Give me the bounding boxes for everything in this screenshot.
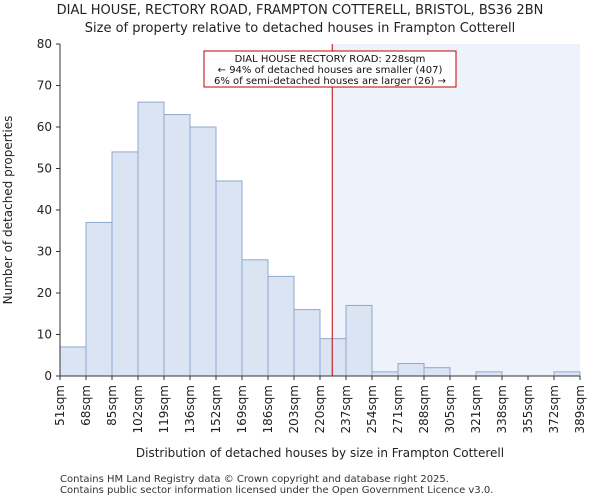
x-tick-label: 169sqm [235, 385, 249, 433]
annotation-line: DIAL HOUSE RECTORY ROAD: 228sqm [235, 54, 426, 65]
annotation-line: 6% of semi-detached houses are larger (2… [214, 76, 446, 87]
x-tick-label: 85sqm [105, 385, 119, 426]
bar [189, 126, 217, 377]
bar [215, 180, 243, 377]
x-tick-label: 102sqm [131, 385, 145, 433]
x-tick-label: 355sqm [521, 385, 535, 433]
y-tick-label: 40 [37, 203, 52, 217]
bar [319, 338, 347, 377]
bar [475, 371, 503, 377]
x-tick-label: 220sqm [313, 385, 327, 433]
x-tick-label: 271sqm [391, 385, 405, 433]
bar [423, 367, 451, 377]
bar [267, 275, 295, 377]
y-axis-title: Number of detached properties [1, 116, 15, 305]
x-tick-label: 203sqm [287, 385, 301, 433]
x-axis-title: Distribution of detached houses by size … [136, 446, 504, 460]
bar [163, 114, 191, 377]
x-tick-label: 305sqm [443, 385, 457, 433]
annotation-line: ← 94% of detached houses are smaller (40… [218, 65, 443, 76]
x-tick-label: 186sqm [261, 385, 275, 433]
footer-line-2: Contains public sector information licen… [60, 485, 494, 496]
y-tick-label: 0 [44, 369, 52, 383]
y-tick-label: 10 [37, 328, 52, 342]
bar [553, 371, 581, 377]
bar [293, 309, 321, 377]
y-tick-label: 60 [37, 120, 52, 134]
y-tick-label: 70 [37, 79, 52, 93]
bar [397, 363, 425, 377]
y-tick-label: 80 [37, 37, 52, 51]
bar [345, 304, 373, 377]
y-tick-label: 50 [37, 162, 52, 176]
y-tick-label: 20 [37, 286, 52, 300]
x-tick-label: 152sqm [209, 385, 223, 433]
chart-title: DIAL HOUSE, RECTORY ROAD, FRAMPTON COTTE… [56, 3, 544, 18]
x-tick-label: 288sqm [417, 385, 431, 433]
x-tick-label: 136sqm [183, 385, 197, 433]
x-tick-label: 321sqm [469, 385, 483, 433]
x-tick-label: 338sqm [495, 385, 509, 433]
annotation-box [203, 50, 457, 88]
bar [137, 101, 165, 377]
larger-region-shade [332, 44, 580, 376]
bar [59, 346, 87, 377]
y-tick-label: 30 [37, 245, 52, 259]
x-tick-label: 254sqm [365, 385, 379, 433]
x-tick-label: 119sqm [157, 385, 171, 433]
bar [85, 221, 113, 377]
x-tick-label: 372sqm [547, 385, 561, 433]
chart-subtitle: Size of property relative to detached ho… [84, 21, 516, 36]
x-tick-label: 389sqm [573, 385, 587, 433]
x-tick-label: 68sqm [79, 385, 93, 426]
bar [111, 151, 139, 377]
x-tick-label: 237sqm [339, 385, 353, 433]
x-tick-label: 51sqm [53, 385, 67, 426]
footer-line-1: Contains HM Land Registry data © Crown c… [60, 474, 449, 485]
bar [241, 259, 269, 377]
bar [371, 371, 399, 377]
